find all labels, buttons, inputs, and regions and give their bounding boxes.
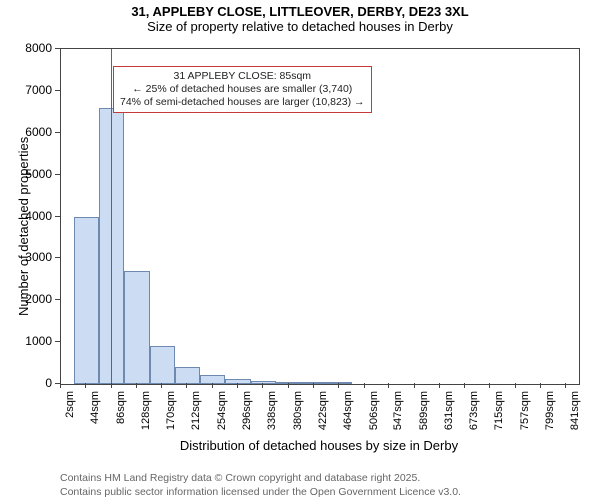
annotation-line1: 31 APPLEBY CLOSE: 85sqm	[120, 70, 365, 83]
x-tick	[489, 383, 490, 388]
x-tick-label: 799sqm	[544, 391, 556, 441]
x-tick-label: 44sqm	[89, 391, 101, 441]
x-tick	[111, 383, 112, 388]
annotation-callout: 31 APPLEBY CLOSE: 85sqm ← 25% of detache…	[113, 66, 372, 113]
y-axis-label: Number of detached properties	[16, 136, 31, 315]
x-tick-label: 212sqm	[190, 391, 202, 441]
x-tick	[565, 383, 566, 388]
y-tick-label: 6000	[25, 125, 52, 139]
property-size-marker	[111, 49, 112, 384]
x-tick	[540, 383, 541, 388]
x-tick-label: 715sqm	[493, 391, 505, 441]
y-tick	[55, 132, 60, 133]
x-tick-label: 841sqm	[569, 391, 581, 441]
chart-title-line2: Size of property relative to detached ho…	[0, 19, 600, 34]
x-tick-label: 338sqm	[266, 391, 278, 441]
y-tick-label: 7000	[25, 83, 52, 97]
x-tick	[414, 383, 415, 388]
x-tick-label: 170sqm	[165, 391, 177, 441]
x-tick-label: 631sqm	[443, 391, 455, 441]
chart-container: 31, APPLEBY CLOSE, LITTLEOVER, DERBY, DE…	[0, 0, 600, 500]
chart-title-line1: 31, APPLEBY CLOSE, LITTLEOVER, DERBY, DE…	[0, 4, 600, 19]
x-tick-label: 2sqm	[64, 391, 76, 441]
y-tick-label: 5000	[25, 167, 52, 181]
x-tick-label: 380sqm	[292, 391, 304, 441]
x-tick	[338, 383, 339, 388]
y-tick-label: 2000	[25, 292, 52, 306]
x-tick-label: 757sqm	[519, 391, 531, 441]
x-tick	[212, 383, 213, 388]
y-tick-label: 3000	[25, 250, 52, 264]
x-tick	[186, 383, 187, 388]
y-tick	[55, 257, 60, 258]
x-tick-label: 673sqm	[468, 391, 480, 441]
x-tick	[60, 383, 61, 388]
x-tick-label: 506sqm	[368, 391, 380, 441]
x-tick-label: 589sqm	[418, 391, 430, 441]
histogram-bar	[124, 271, 149, 384]
histogram-bar	[150, 346, 175, 384]
x-tick-label: 547sqm	[392, 391, 404, 441]
annotation-line2: ← 25% of detached houses are smaller (3,…	[120, 83, 365, 96]
x-tick-label: 254sqm	[216, 391, 228, 441]
x-tick	[439, 383, 440, 388]
y-tick-label: 0	[45, 376, 52, 390]
histogram-bar	[74, 217, 99, 385]
y-tick	[55, 174, 60, 175]
histogram-bar	[327, 382, 352, 384]
x-tick-label: 86sqm	[115, 391, 127, 441]
x-tick-label: 422sqm	[317, 391, 329, 441]
y-tick-label: 8000	[25, 41, 52, 55]
x-tick-label: 296sqm	[241, 391, 253, 441]
x-tick-label: 464sqm	[342, 391, 354, 441]
y-tick	[55, 299, 60, 300]
y-tick	[55, 90, 60, 91]
y-tick	[55, 48, 60, 49]
x-tick	[262, 383, 263, 388]
x-tick-label: 128sqm	[140, 391, 152, 441]
x-tick	[388, 383, 389, 388]
x-tick	[136, 383, 137, 388]
x-tick	[464, 383, 465, 388]
y-tick	[55, 216, 60, 217]
x-tick	[85, 383, 86, 388]
x-tick	[515, 383, 516, 388]
y-tick-label: 4000	[25, 209, 52, 223]
title-block: 31, APPLEBY CLOSE, LITTLEOVER, DERBY, DE…	[0, 4, 600, 34]
x-tick	[161, 383, 162, 388]
annotation-line3: 74% of semi-detached houses are larger (…	[120, 96, 365, 109]
attribution-line1: Contains HM Land Registry data © Crown c…	[60, 472, 420, 484]
y-tick	[55, 341, 60, 342]
histogram-bar	[175, 367, 200, 384]
x-tick	[288, 383, 289, 388]
attribution-line2: Contains public sector information licen…	[60, 486, 461, 498]
x-tick	[237, 383, 238, 388]
x-tick	[364, 383, 365, 388]
y-tick-label: 1000	[25, 334, 52, 348]
x-tick	[313, 383, 314, 388]
